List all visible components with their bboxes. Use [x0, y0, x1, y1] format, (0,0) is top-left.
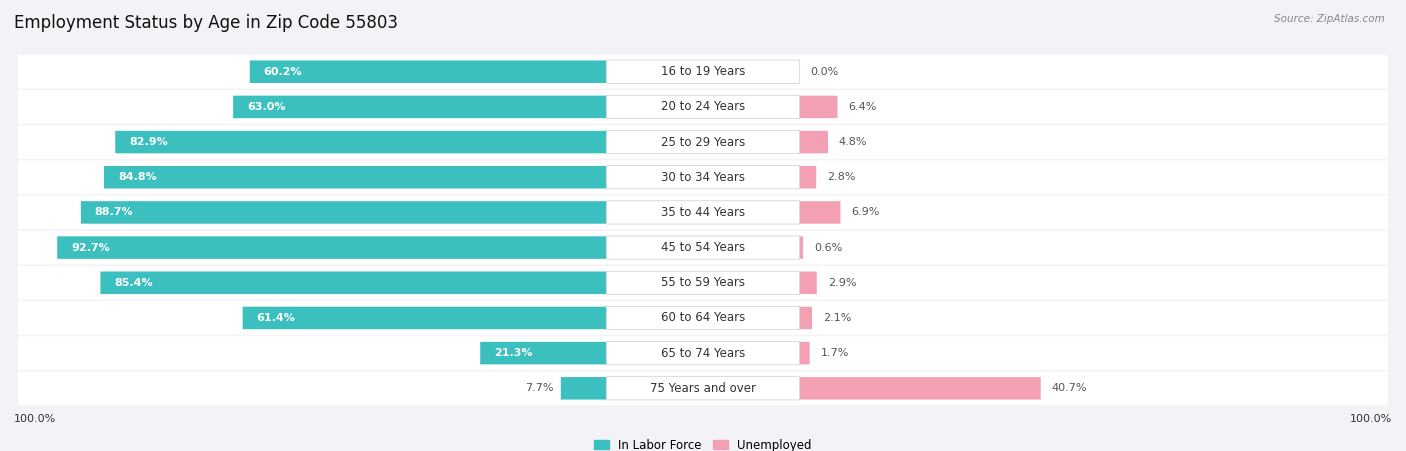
Text: 85.4%: 85.4%: [114, 278, 153, 288]
FancyBboxPatch shape: [18, 266, 1388, 299]
FancyBboxPatch shape: [800, 307, 813, 329]
FancyBboxPatch shape: [800, 342, 810, 364]
FancyBboxPatch shape: [100, 272, 606, 294]
FancyBboxPatch shape: [606, 201, 800, 224]
FancyBboxPatch shape: [561, 377, 606, 400]
FancyBboxPatch shape: [243, 307, 606, 329]
Text: 63.0%: 63.0%: [247, 102, 285, 112]
Text: 0.6%: 0.6%: [814, 243, 842, 253]
FancyBboxPatch shape: [233, 96, 606, 118]
Text: 60 to 64 Years: 60 to 64 Years: [661, 312, 745, 324]
Text: 60.2%: 60.2%: [264, 67, 302, 77]
FancyBboxPatch shape: [18, 231, 1388, 264]
Text: 6.4%: 6.4%: [848, 102, 877, 112]
Legend: In Labor Force, Unemployed: In Labor Force, Unemployed: [589, 434, 817, 451]
Text: 100.0%: 100.0%: [14, 414, 56, 423]
FancyBboxPatch shape: [800, 272, 817, 294]
Text: Employment Status by Age in Zip Code 55803: Employment Status by Age in Zip Code 558…: [14, 14, 398, 32]
FancyBboxPatch shape: [18, 55, 1388, 88]
FancyBboxPatch shape: [606, 130, 800, 154]
Text: 88.7%: 88.7%: [94, 207, 134, 217]
Text: 45 to 54 Years: 45 to 54 Years: [661, 241, 745, 254]
Text: Source: ZipAtlas.com: Source: ZipAtlas.com: [1274, 14, 1385, 23]
FancyBboxPatch shape: [18, 125, 1388, 159]
Text: 75 Years and over: 75 Years and over: [650, 382, 756, 395]
Text: 20 to 24 Years: 20 to 24 Years: [661, 101, 745, 113]
FancyBboxPatch shape: [606, 95, 800, 119]
FancyBboxPatch shape: [800, 131, 828, 153]
Text: 6.9%: 6.9%: [852, 207, 880, 217]
Text: 100.0%: 100.0%: [1350, 414, 1392, 423]
Text: 4.8%: 4.8%: [839, 137, 868, 147]
Text: 25 to 29 Years: 25 to 29 Years: [661, 136, 745, 148]
FancyBboxPatch shape: [800, 377, 1040, 400]
Text: 2.1%: 2.1%: [823, 313, 851, 323]
FancyBboxPatch shape: [481, 342, 606, 364]
FancyBboxPatch shape: [606, 60, 800, 83]
Text: 0.0%: 0.0%: [810, 67, 839, 77]
FancyBboxPatch shape: [18, 301, 1388, 335]
Text: 65 to 74 Years: 65 to 74 Years: [661, 347, 745, 359]
FancyBboxPatch shape: [104, 166, 606, 189]
FancyBboxPatch shape: [18, 161, 1388, 194]
FancyBboxPatch shape: [250, 60, 606, 83]
FancyBboxPatch shape: [800, 166, 815, 189]
Text: 16 to 19 Years: 16 to 19 Years: [661, 65, 745, 78]
FancyBboxPatch shape: [18, 90, 1388, 124]
Text: 7.7%: 7.7%: [526, 383, 554, 393]
FancyBboxPatch shape: [606, 236, 800, 259]
Text: 55 to 59 Years: 55 to 59 Years: [661, 276, 745, 289]
Text: 40.7%: 40.7%: [1052, 383, 1087, 393]
Text: 21.3%: 21.3%: [494, 348, 533, 358]
Text: 61.4%: 61.4%: [256, 313, 295, 323]
FancyBboxPatch shape: [606, 166, 800, 189]
FancyBboxPatch shape: [800, 236, 803, 259]
Text: 1.7%: 1.7%: [821, 348, 849, 358]
Text: 30 to 34 Years: 30 to 34 Years: [661, 171, 745, 184]
Text: 2.8%: 2.8%: [827, 172, 856, 182]
FancyBboxPatch shape: [800, 96, 838, 118]
FancyBboxPatch shape: [58, 236, 606, 259]
FancyBboxPatch shape: [800, 201, 841, 224]
FancyBboxPatch shape: [606, 377, 800, 400]
Text: 2.9%: 2.9%: [828, 278, 856, 288]
Text: 92.7%: 92.7%: [72, 243, 110, 253]
FancyBboxPatch shape: [115, 131, 606, 153]
Text: 84.8%: 84.8%: [118, 172, 156, 182]
FancyBboxPatch shape: [18, 196, 1388, 229]
FancyBboxPatch shape: [82, 201, 606, 224]
FancyBboxPatch shape: [606, 271, 800, 295]
Text: 82.9%: 82.9%: [129, 137, 167, 147]
Text: 35 to 44 Years: 35 to 44 Years: [661, 206, 745, 219]
FancyBboxPatch shape: [18, 336, 1388, 370]
FancyBboxPatch shape: [18, 372, 1388, 405]
FancyBboxPatch shape: [606, 306, 800, 330]
FancyBboxPatch shape: [606, 341, 800, 365]
